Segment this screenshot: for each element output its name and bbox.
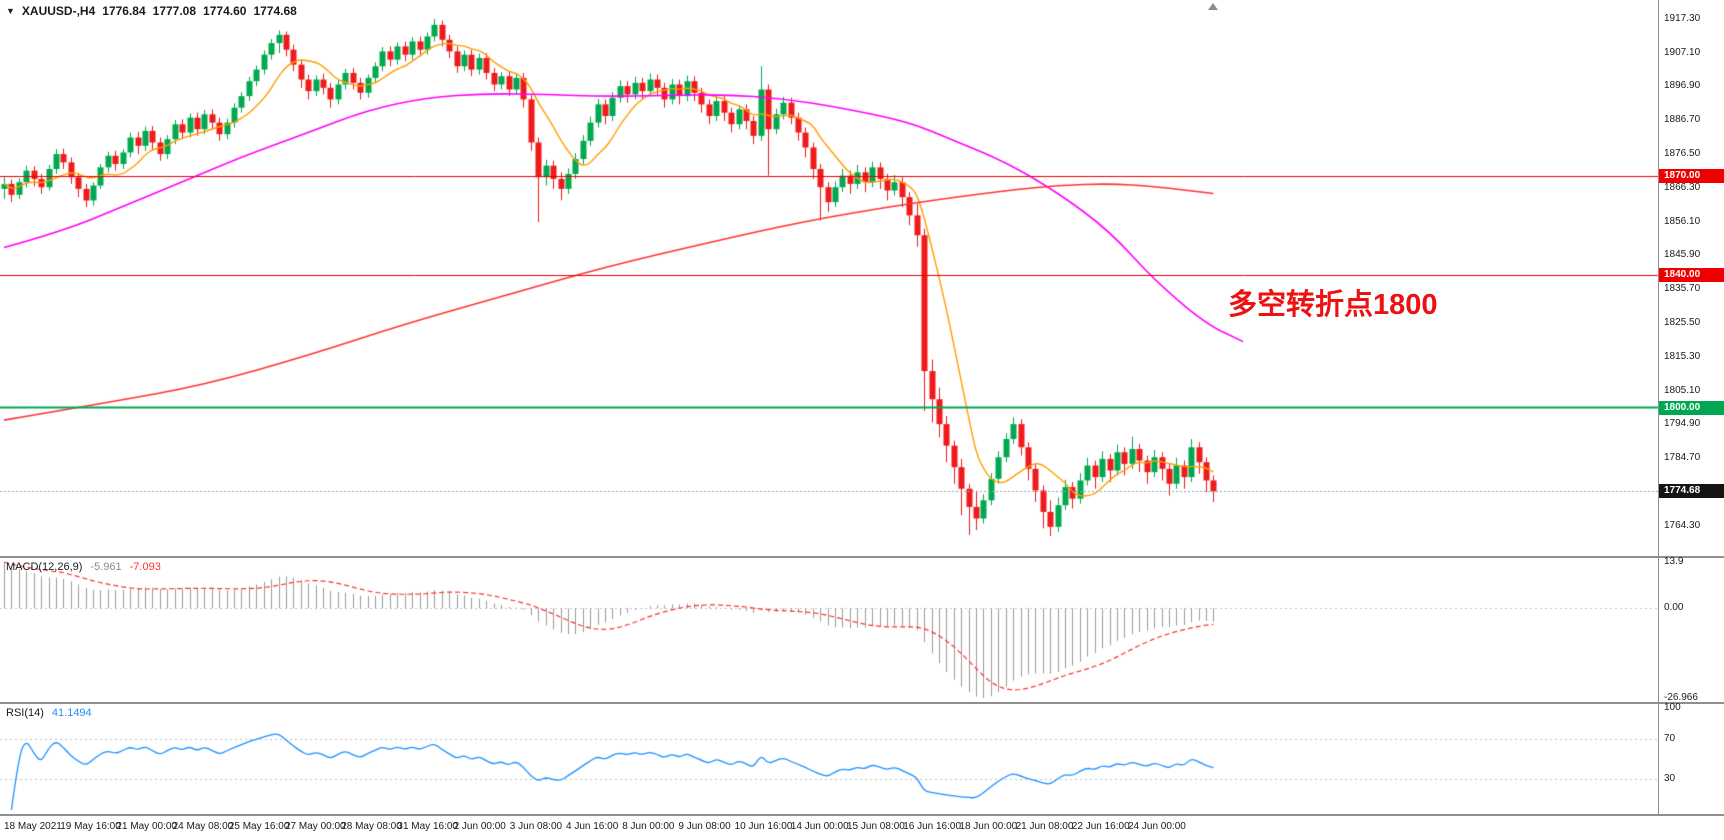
close-value: 1774.68 <box>253 4 297 18</box>
time-axis-label: 18 May 2021 <box>4 821 62 832</box>
time-axis-label: 10 Jun 16:00 <box>734 821 793 832</box>
time-axis-label: 24 May 08:00 <box>172 821 234 832</box>
time-axis-label: 21 Jun 08:00 <box>1015 821 1074 832</box>
chart-shift-marker-icon[interactable] <box>1208 3 1218 10</box>
price-axis[interactable]: 1917.30 1907.10 1896.90 1886.70 1876.50 1866.… <box>1659 0 1724 556</box>
symbol-period-label: XAUUSD-,H4 <box>21 4 96 18</box>
macd-title: MACD(12,26,9) <box>6 561 83 573</box>
price-axis-label: 1845.90 <box>1664 249 1701 261</box>
chart-ohlc-header: ▼ XAUUSD-,H4 1776.84 1777.08 1774.60 177… <box>6 4 297 18</box>
time-axis-label: 8 Jun 00:00 <box>622 821 675 832</box>
time-axis-label: 18 Jun 00:00 <box>959 821 1018 832</box>
rsi-axis-label: 30 <box>1664 773 1676 785</box>
macd-signal-value: -7.093 <box>129 561 161 573</box>
time-axis-label: 27 May 00:00 <box>285 821 346 832</box>
time-axis-label: 25 May 16:00 <box>228 821 290 832</box>
price-axis-label: 1784.70 <box>1664 452 1701 464</box>
time-axis[interactable]: 18 May 2021 19 May 16:00 21 May 00:00 24 Ma… <box>0 816 1724 840</box>
rsi-indicator-label: RSI(14) 41.1494 <box>6 707 92 719</box>
low-value: 1774.60 <box>203 4 247 18</box>
macd-main-value: -5.961 <box>90 561 122 573</box>
price-axis-label: 1917.30 <box>1664 12 1701 24</box>
price-level-badge: 1840.00 <box>1659 268 1724 283</box>
time-axis-label: 31 May 16:00 <box>397 821 458 832</box>
time-axis-label: 4 Jun 16:00 <box>566 821 619 832</box>
one-click-trading-toggle-icon[interactable]: ▼ <box>6 6 15 16</box>
panel-separator[interactable] <box>0 814 1724 816</box>
macd-axis-label: -26.966 <box>1664 692 1698 703</box>
time-axis-label: 19 May 16:00 <box>60 821 121 832</box>
rsi-panel-canvas[interactable] <box>0 704 1658 814</box>
time-axis-label: 16 Jun 16:00 <box>903 821 962 832</box>
high-value: 1777.08 <box>152 4 197 18</box>
time-axis-label: 3 Jun 08:00 <box>509 821 563 832</box>
annotation-text[interactable]: 多空转折点1800 <box>1228 289 1438 321</box>
time-axis-label: 14 Jun 00:00 <box>790 821 849 832</box>
price-axis-label: 1805.10 <box>1664 384 1701 396</box>
rsi-axis-label: 70 <box>1664 732 1676 744</box>
rsi-value: 41.1494 <box>51 707 92 719</box>
open-value: 1776.84 <box>102 4 146 18</box>
price-axis-label: 1907.10 <box>1664 46 1701 58</box>
price-axis-label: 1764.30 <box>1664 519 1701 531</box>
time-axis-label: 9 Jun 08:00 <box>678 821 731 832</box>
macd-axis-label: 13.9 <box>1664 556 1684 567</box>
price-axis-label: 1866.30 <box>1664 181 1701 193</box>
macd-panel-canvas[interactable] <box>0 558 1658 702</box>
time-axis-label: 2 Jun 00:00 <box>453 821 506 832</box>
price-level-badge: 1870.00 <box>1659 168 1724 183</box>
price-axis-label: 1886.70 <box>1664 114 1701 126</box>
panel-separator[interactable] <box>0 702 1724 704</box>
price-axis-label: 1825.50 <box>1664 317 1701 329</box>
price-axis-label: 1896.90 <box>1664 80 1701 92</box>
macd-indicator-label: MACD(12,26,9) -5.961 -7.093 <box>6 561 161 573</box>
macd-axis[interactable]: 13.9 0.00 -26.966 <box>1659 556 1724 703</box>
price-axis-label: 1856.10 <box>1664 215 1701 227</box>
rsi-title: RSI(14) <box>6 707 44 719</box>
macd-axis-label: 0.00 <box>1664 602 1684 614</box>
time-axis-label: 21 May 00:00 <box>116 821 177 832</box>
time-axis-label: 24 Jun 00:00 <box>1128 821 1186 832</box>
price-axis-label: 1794.90 <box>1664 418 1701 430</box>
price-axis-divider <box>1658 0 1659 816</box>
main-chart-canvas[interactable] <box>0 0 1658 556</box>
time-axis-label: 22 Jun 16:00 <box>1071 821 1130 832</box>
price-axis-label: 1815.30 <box>1664 350 1701 362</box>
price-level-badge: 1800.00 <box>1659 400 1724 415</box>
time-axis-label: 28 May 08:00 <box>341 821 402 832</box>
rsi-axis-label: 100 <box>1664 702 1681 713</box>
rsi-axis[interactable]: 100 70 30 <box>1659 702 1724 814</box>
price-axis-label: 1876.50 <box>1664 148 1701 160</box>
price-axis-label: 1835.70 <box>1664 283 1701 295</box>
panel-separator[interactable] <box>0 556 1724 558</box>
time-axis-label: 15 Jun 08:00 <box>847 821 905 832</box>
current-price-badge: 1774.68 <box>1659 484 1724 499</box>
